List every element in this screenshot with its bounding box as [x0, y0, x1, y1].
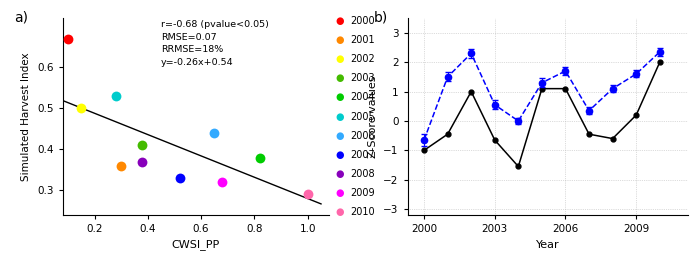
Text: ●: ●	[335, 35, 344, 45]
Text: 2007: 2007	[350, 150, 375, 160]
Text: 2005: 2005	[350, 112, 375, 121]
X-axis label: CWSI_PP: CWSI_PP	[172, 240, 220, 250]
Text: 2008: 2008	[350, 169, 375, 179]
Text: a): a)	[15, 10, 28, 24]
Text: ●: ●	[335, 188, 344, 198]
Text: 2002: 2002	[350, 54, 375, 64]
X-axis label: Year: Year	[536, 240, 559, 250]
Text: ●: ●	[335, 112, 344, 121]
Point	[111, 94, 122, 98]
Point	[76, 106, 87, 110]
Point	[209, 131, 220, 135]
Text: ●: ●	[335, 207, 344, 217]
Point	[63, 37, 74, 41]
Y-axis label: Simulated Harvest Index: Simulated Harvest Index	[22, 52, 31, 181]
Y-axis label: Z-Score values: Z-Score values	[368, 75, 377, 158]
Text: ●: ●	[335, 131, 344, 141]
Point	[137, 160, 148, 164]
Text: ●: ●	[335, 150, 344, 160]
Text: ●: ●	[335, 16, 344, 26]
Point	[302, 192, 313, 197]
Text: ●: ●	[335, 92, 344, 102]
Point	[115, 164, 126, 168]
Point	[217, 180, 228, 184]
Text: 2009: 2009	[350, 188, 375, 198]
Point	[137, 143, 148, 147]
Text: ●: ●	[335, 54, 344, 64]
Text: ●: ●	[335, 73, 344, 83]
Text: ●: ●	[335, 169, 344, 179]
Text: b): b)	[374, 10, 388, 24]
Text: 2003: 2003	[350, 73, 375, 83]
Text: 2001: 2001	[350, 35, 375, 45]
Text: 2000: 2000	[350, 16, 375, 26]
Point	[174, 176, 186, 180]
Text: 2004: 2004	[350, 92, 375, 102]
Point	[254, 155, 265, 160]
Text: 2010: 2010	[350, 207, 375, 217]
Text: 2006: 2006	[350, 131, 375, 141]
Text: r=-0.68 (pvalue<0.05)
RMSE=0.07
RRMSE=18%
y=-0.26x+0.54: r=-0.68 (pvalue<0.05) RMSE=0.07 RRMSE=18…	[161, 20, 269, 67]
